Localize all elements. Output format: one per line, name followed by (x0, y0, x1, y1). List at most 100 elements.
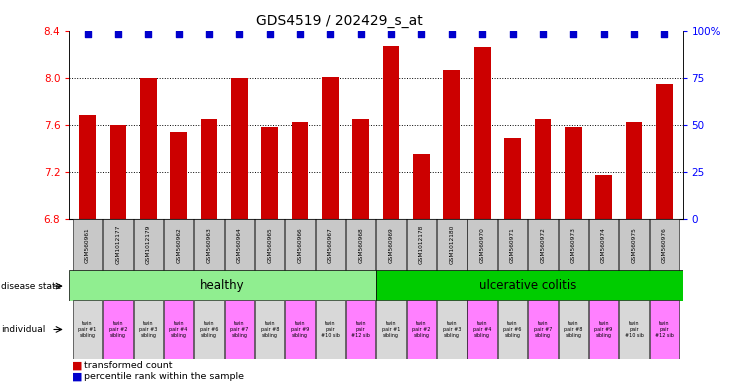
Bar (437, 219, 466, 271)
Text: GSM560975: GSM560975 (631, 227, 637, 263)
Bar (377, 300, 406, 359)
Point (294, 31, 306, 37)
Bar (529, 219, 558, 271)
Bar (407, 300, 437, 359)
Bar (140, 78, 157, 219)
Bar (103, 300, 133, 359)
Text: GSM560962: GSM560962 (176, 227, 181, 263)
Text: percentile rank within the sample: percentile rank within the sample (84, 372, 244, 381)
Bar (650, 300, 679, 359)
Bar (558, 219, 588, 271)
Text: healthy: healthy (200, 279, 245, 292)
Bar (201, 119, 218, 219)
Point (355, 31, 366, 37)
Point (112, 31, 124, 37)
Text: twin
pair #8
sibling: twin pair #8 sibling (261, 321, 279, 338)
Text: GSM560974: GSM560974 (601, 227, 606, 263)
Bar (619, 219, 649, 271)
Text: twin
pair #3
sibling: twin pair #3 sibling (139, 321, 158, 338)
Text: twin
pair #7
sibling: twin pair #7 sibling (534, 321, 552, 338)
Text: GSM560966: GSM560966 (298, 227, 302, 263)
Text: GSM1012177: GSM1012177 (115, 225, 120, 265)
Bar (255, 219, 285, 271)
Text: GSM1012179: GSM1012179 (146, 225, 151, 265)
Bar (315, 219, 345, 271)
Bar (619, 300, 649, 359)
Bar (413, 154, 430, 219)
Bar (589, 219, 618, 271)
Point (628, 31, 639, 37)
Text: twin
pair
#12 sib: twin pair #12 sib (655, 321, 674, 338)
Bar (225, 300, 254, 359)
Bar (346, 219, 375, 271)
Bar (467, 300, 497, 359)
Bar (377, 219, 406, 271)
Point (203, 31, 215, 37)
Bar (315, 300, 345, 359)
Bar (626, 122, 642, 219)
Text: GSM560964: GSM560964 (237, 227, 242, 263)
Text: ■: ■ (72, 371, 82, 381)
Bar (467, 219, 497, 271)
Bar (407, 219, 437, 271)
Text: ulcerative colitis: ulcerative colitis (479, 279, 577, 292)
Bar (656, 84, 672, 219)
Text: GSM560967: GSM560967 (328, 227, 333, 263)
Text: disease state: disease state (1, 281, 61, 291)
Text: twin
pair #6
sibling: twin pair #6 sibling (504, 321, 522, 338)
Text: GSM1012178: GSM1012178 (419, 225, 424, 265)
Bar (346, 300, 375, 359)
Text: twin
pair
#12 sib: twin pair #12 sib (351, 321, 370, 338)
Text: twin
pair #3
sibling: twin pair #3 sibling (442, 321, 461, 338)
Bar (261, 127, 278, 219)
Bar (73, 219, 102, 271)
Bar (170, 132, 187, 219)
Text: twin
pair #1
sibling: twin pair #1 sibling (382, 321, 400, 338)
Point (507, 31, 518, 37)
Bar (322, 76, 339, 219)
Bar (194, 300, 223, 359)
Bar (565, 127, 582, 219)
Point (658, 31, 670, 37)
Text: twin
pair #8
sibling: twin pair #8 sibling (564, 321, 583, 338)
Point (264, 31, 275, 37)
Point (567, 31, 579, 37)
Bar (164, 219, 193, 271)
Bar (134, 219, 163, 271)
Bar (69, 270, 376, 301)
Point (82, 31, 93, 37)
Bar (383, 46, 399, 219)
Bar (529, 300, 558, 359)
Text: twin
pair #9
sibling: twin pair #9 sibling (291, 321, 310, 338)
Text: twin
pair #4
sibling: twin pair #4 sibling (473, 321, 491, 338)
Bar (353, 119, 369, 219)
Bar (589, 300, 618, 359)
Text: transformed count: transformed count (84, 361, 172, 370)
Bar (110, 125, 126, 219)
Bar (444, 70, 460, 219)
Bar (292, 122, 308, 219)
Bar (80, 115, 96, 219)
Bar (285, 300, 315, 359)
Text: GSM560970: GSM560970 (480, 227, 485, 263)
Text: twin
pair #6
sibling: twin pair #6 sibling (200, 321, 218, 338)
Bar (504, 138, 521, 219)
Point (446, 31, 458, 37)
Bar (231, 78, 247, 219)
Text: twin
pair #4
sibling: twin pair #4 sibling (169, 321, 188, 338)
Bar (134, 300, 163, 359)
Bar (285, 219, 315, 271)
Text: twin
pair #7
sibling: twin pair #7 sibling (230, 321, 248, 338)
Bar (474, 47, 491, 219)
Bar (376, 270, 683, 301)
Point (385, 31, 397, 37)
Text: GSM560965: GSM560965 (267, 227, 272, 263)
Bar (225, 219, 254, 271)
Text: individual: individual (1, 325, 45, 334)
Text: ■: ■ (72, 361, 82, 371)
Text: GSM560973: GSM560973 (571, 227, 576, 263)
Text: GSM560969: GSM560969 (388, 227, 393, 263)
Point (142, 31, 154, 37)
Text: GSM560976: GSM560976 (662, 227, 666, 263)
Bar (534, 119, 551, 219)
